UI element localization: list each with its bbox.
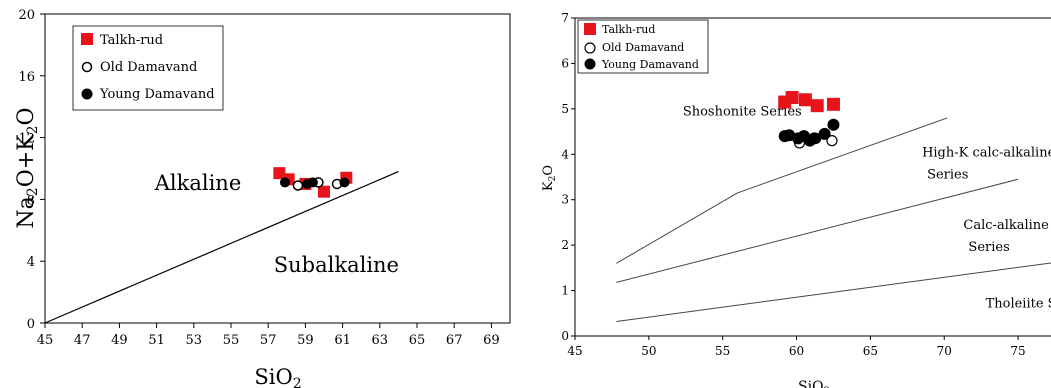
- k2o-y-tick-label: 2: [561, 238, 569, 252]
- k2o-boundary-lines: [616, 117, 1051, 322]
- k2o-region-label: Tholeiite Series: [986, 296, 1051, 311]
- tas-y-ticks: 0 4 8 12 16 20: [18, 8, 45, 332]
- k2o-legend-label-old-damavand: Old Damavand: [602, 41, 684, 54]
- tas-y-axis-label: Na2O+K2O: [14, 107, 41, 228]
- tas-x-axis-label: SiO2: [254, 365, 301, 388]
- k2o-boundary-line-2: [616, 262, 1051, 322]
- tas-data-points: [273, 167, 353, 198]
- k2o-point-young-damavand: [818, 127, 831, 140]
- tas-x-tick-label: 59: [297, 333, 314, 348]
- tas-y-tick-label: 8: [27, 193, 35, 208]
- k2o-region-labels: Shoshonite Series High-K calc-alkaline Ser…: [683, 105, 1051, 312]
- k2o-x-tick-label: 65: [863, 344, 878, 358]
- k2o-legend-label-young-damavand: Young Damavand: [601, 58, 699, 71]
- tas-point-young-damavand: [339, 177, 350, 188]
- k2o-region-label: Calc-alkaline: [963, 218, 1049, 233]
- k2o-x-axis-label: SiO2: [798, 379, 830, 388]
- k2o-legend-label-talkh-rud: Talkh-rud: [602, 23, 655, 36]
- tas-y-tick-label: 16: [18, 70, 35, 85]
- k2o-region-label: Shoshonite Series: [683, 105, 802, 120]
- k2o-x-ticks: 45 50 55 60 65 70 75: [567, 336, 1026, 358]
- k2o-plot-frame: [574, 17, 1051, 337]
- k2o-point-talkh-rud: [826, 97, 840, 111]
- tas-legend-marker-young-damavand: [81, 88, 93, 100]
- k2o-region-label: Series: [968, 240, 1009, 255]
- k2o-x-tick-label: 55: [715, 344, 730, 358]
- k2o-y-tick-label: 4: [561, 147, 569, 161]
- k2o-x-tick-label: 75: [1010, 344, 1025, 358]
- tas-x-tick-label: 65: [409, 333, 426, 348]
- k2o-y-tick-label: 5: [561, 102, 569, 116]
- tas-legend: Talkh-rud Old Damavand Young Damavand: [72, 25, 224, 111]
- k2o-legend: Talkh-rud Old Damavand Young Damavand: [577, 19, 709, 74]
- tas-boundary-line: [44, 171, 399, 324]
- tas-point-young-damavand: [279, 177, 290, 188]
- tas-y-tick-label: 0: [27, 317, 35, 332]
- k2o-region-label: High-K calc-alkaline: [922, 146, 1051, 161]
- chart-tas: 45 47 49 51 53 55 57 59 61 63 65 67 69 0 4 8 12 16 20 Alk…: [14, 8, 511, 388]
- tas-x-tick-label: 67: [446, 333, 463, 348]
- tas-legend-label-young-damavand: Young Damavand: [99, 87, 215, 102]
- k2o-y-tick-label: 1: [561, 284, 569, 298]
- k2o-y-tick-label: 7: [561, 11, 569, 25]
- tas-plot-frame: [44, 13, 511, 324]
- tas-x-tick-label: 47: [74, 333, 91, 348]
- k2o-y-ticks: 0 1 2 3 4 5 6 7: [561, 11, 575, 343]
- k2o-legend-marker-old-damavand: [584, 42, 596, 54]
- k2o-point-young-damavand: [808, 132, 821, 145]
- tas-point-young-damavand: [307, 177, 318, 188]
- k2o-point-talkh-rud: [798, 93, 812, 107]
- k2o-x-tick-label: 50: [641, 344, 656, 358]
- tas-x-ticks: 45 47 49 51 53 55 57 59 61 63 65 67 69: [37, 323, 500, 348]
- tas-region-alkaline: Alkaline: [154, 171, 242, 195]
- k2o-point-old-damavand: [826, 135, 838, 147]
- k2o-y-tick-label: 0: [561, 329, 569, 343]
- k2o-boundary-line-1: [616, 178, 1019, 283]
- tas-y-tick-label: 4: [27, 255, 35, 270]
- k2o-x-tick-label: 45: [567, 344, 582, 358]
- tas-region-subalkaline: Subalkaline: [274, 253, 399, 277]
- k2o-boundary-line-0: [616, 117, 948, 264]
- tas-legend-marker-old-damavand: [81, 61, 93, 73]
- k2o-region-label: Series: [927, 168, 968, 183]
- k2o-legend-marker-talkh-rud: [584, 23, 596, 35]
- tas-x-tick-label: 51: [148, 333, 165, 348]
- k2o-legend-marker-young-damavand: [584, 58, 596, 70]
- k2o-y-tick-label: 3: [561, 193, 569, 207]
- k2o-data-points: [778, 91, 840, 149]
- tas-x-tick-label: 57: [260, 333, 277, 348]
- k2o-point-young-damavand: [827, 118, 840, 131]
- tas-x-tick-label: 63: [372, 333, 389, 348]
- k2o-legend-box: [577, 19, 709, 74]
- tas-legend-label-old-damavand: Old Damavand: [100, 60, 197, 75]
- tas-legend-label-talkh-rud: Talkh-rud: [100, 33, 163, 48]
- tas-point-old-damavand: [292, 180, 304, 191]
- k2o-x-tick-label: 60: [789, 344, 804, 358]
- tas-x-tick-label: 55: [223, 333, 240, 348]
- tas-x-tick-label: 49: [111, 333, 128, 348]
- tas-legend-box: [72, 25, 224, 111]
- tas-y-tick-label: 20: [18, 8, 35, 23]
- k2o-y-axis-label: K2O: [541, 165, 558, 191]
- tas-x-tick-label: 45: [37, 333, 54, 348]
- tas-y-tick-label: 12: [18, 132, 35, 147]
- tas-point-talkh-rud: [273, 167, 286, 180]
- tas-x-tick-label: 53: [186, 333, 203, 348]
- k2o-y-tick-label: 6: [561, 56, 569, 70]
- k2o-point-talkh-rud: [810, 99, 824, 113]
- tas-legend-marker-talkh-rud: [81, 33, 93, 45]
- k2o-point-talkh-rud: [785, 91, 799, 104]
- tas-point-talkh-rud: [318, 185, 330, 198]
- tas-x-tick-label: 61: [334, 333, 351, 348]
- tas-x-tick-label: 69: [483, 333, 500, 348]
- k2o-x-tick-label: 70: [937, 344, 952, 358]
